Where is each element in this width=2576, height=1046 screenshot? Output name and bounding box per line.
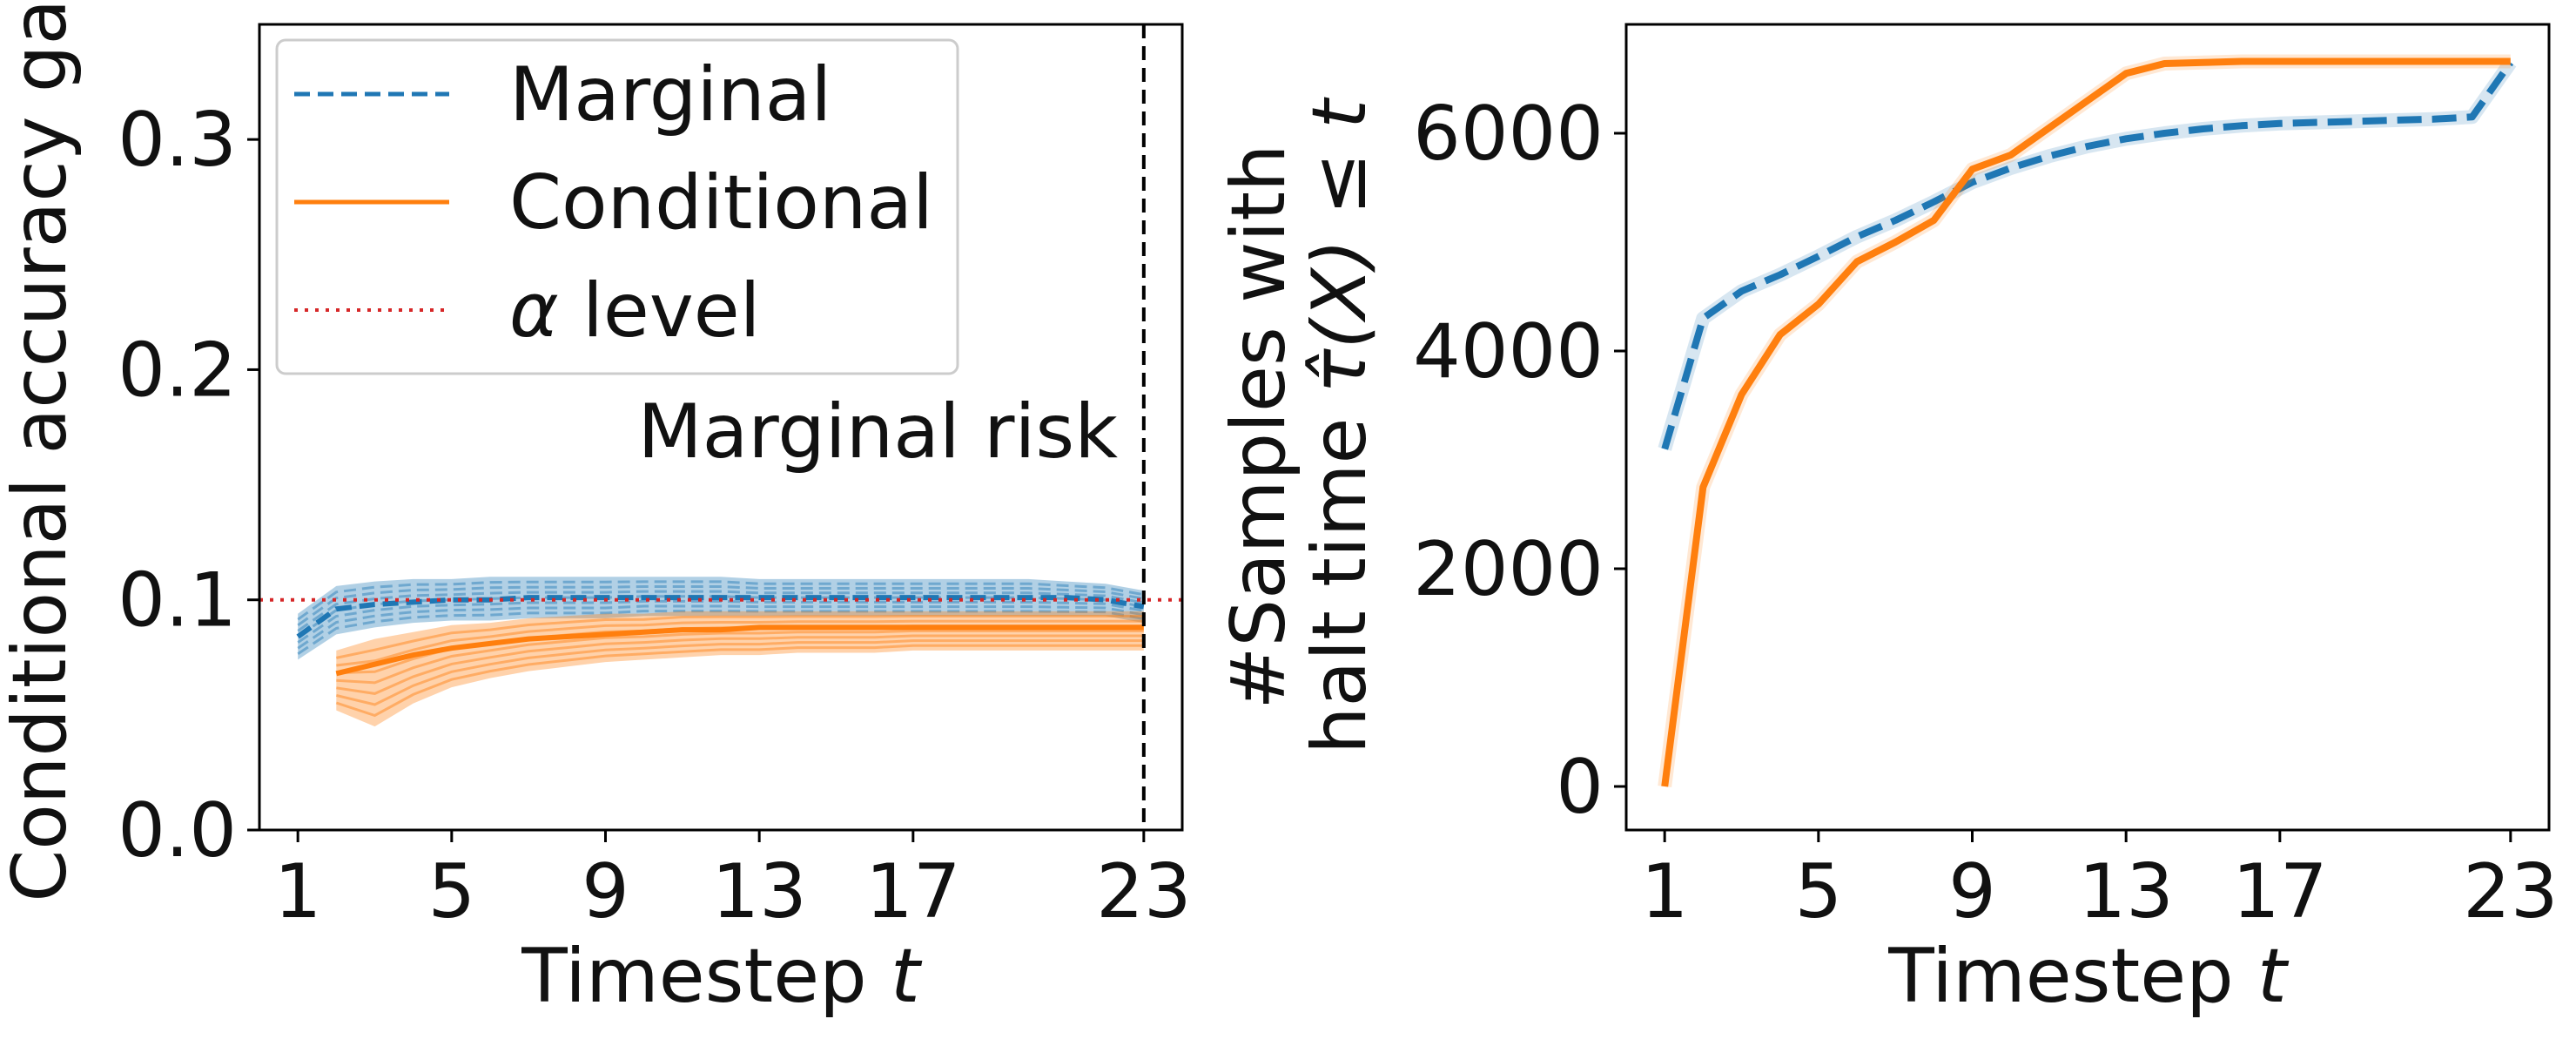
left-x-tick-label: 23 bbox=[1096, 848, 1191, 935]
right-y-tick-label: 4000 bbox=[1413, 308, 1604, 395]
left-plot-frame bbox=[258, 23, 1184, 832]
marginal-run-line bbox=[297, 580, 1145, 621]
right-x-tick-label: 17 bbox=[2232, 848, 2327, 935]
left-y-tick-label: 0.3 bbox=[118, 97, 237, 184]
left-x-axis-label-text: Timestep bbox=[521, 933, 891, 1020]
left-x-axis-label-var: t bbox=[891, 933, 923, 1020]
left-chart: Marginal risk 1 5 9 13 17 23 0.0 0.1 0.2 0.3 Tim… bbox=[0, 0, 1192, 1020]
marginal-run-line bbox=[297, 604, 1145, 650]
right-plot-frame bbox=[1624, 23, 2551, 832]
right-lines bbox=[1658, 54, 2517, 788]
left-x-axis-label: Timestep t bbox=[521, 933, 923, 1020]
right-y-tick-label: 6000 bbox=[1413, 91, 1604, 178]
conditional-series-line bbox=[335, 624, 1144, 677]
left-x-tick-label: 5 bbox=[427, 848, 475, 935]
right-x-axis-label: Timestep t bbox=[1887, 933, 2290, 1020]
left-y-axis-label: Conditional accuracy gap bbox=[0, 0, 84, 902]
right-x-ticks: 1 5 9 13 17 23 bbox=[1641, 830, 2559, 935]
right-x-tick-label: 1 bbox=[1641, 848, 1689, 935]
conditional-run-line bbox=[336, 619, 1144, 667]
right-y-ticks: 0 2000 4000 6000 bbox=[1413, 91, 1626, 831]
marginal-run-line bbox=[297, 585, 1145, 627]
legend-alpha-symbol: α bbox=[509, 267, 559, 354]
right-y-axis-label-line2-math: τ̂(X) ≤ t bbox=[1296, 97, 1383, 395]
right-y-tick-label: 0 bbox=[1556, 744, 1604, 831]
left-y-tick-label: 0.0 bbox=[118, 787, 237, 874]
right-y-tick-label: 2000 bbox=[1413, 526, 1604, 613]
left-x-ticks: 1 5 9 13 17 23 bbox=[274, 830, 1192, 935]
left-y-tick-label: 0.1 bbox=[118, 557, 237, 644]
right-y-axis-label-line2-text: halt time bbox=[1296, 394, 1383, 754]
right-y-axis-label-line1: #Samples with bbox=[1215, 144, 1302, 709]
conditional-run-line bbox=[336, 634, 1144, 695]
left-y-tick-label: 0.2 bbox=[118, 327, 237, 414]
legend-marginal-label: Marginal bbox=[509, 51, 831, 138]
marginal-count-line bbox=[1661, 60, 2514, 450]
left-x-tick-label: 1 bbox=[274, 848, 322, 935]
right-x-axis-label-text: Timestep bbox=[1887, 933, 2257, 1020]
legend-alpha-text: level bbox=[559, 267, 761, 354]
right-y-axis-label-line2: halt time τ̂(X) ≤ t bbox=[1296, 97, 1383, 754]
conditional-run-line bbox=[336, 629, 1144, 685]
marginal-run-line bbox=[297, 610, 1145, 656]
right-x-axis-label-var: t bbox=[2257, 933, 2290, 1020]
left-x-tick-label: 13 bbox=[711, 848, 806, 935]
right-x-tick-label: 23 bbox=[2463, 848, 2558, 935]
legend: Marginal Conditional α level bbox=[275, 38, 959, 375]
left-x-tick-label: 17 bbox=[865, 848, 960, 935]
legend-alpha-label: α level bbox=[509, 267, 761, 354]
marginal-risk-label: Marginal risk bbox=[637, 388, 1118, 476]
conditional-run-line bbox=[335, 644, 1144, 718]
left-y-ticks: 0.0 0.1 0.2 0.3 bbox=[118, 97, 259, 874]
left-x-tick-label: 9 bbox=[582, 848, 629, 935]
right-x-tick-label: 13 bbox=[2078, 848, 2173, 935]
right-chart: 1 5 9 13 17 23 0 2000 4000 6000 Timestep t #Samp… bbox=[1215, 23, 2559, 1020]
conditional-run-line bbox=[335, 639, 1144, 706]
legend-conditional-label: Conditional bbox=[509, 159, 933, 246]
right-x-tick-label: 5 bbox=[1794, 848, 1842, 935]
right-x-tick-label: 9 bbox=[1948, 848, 1996, 935]
conditional-count-line bbox=[1661, 57, 2511, 787]
legend-box bbox=[275, 38, 959, 375]
conditional-run-line bbox=[335, 615, 1144, 659]
marginal-run-line bbox=[297, 590, 1145, 632]
